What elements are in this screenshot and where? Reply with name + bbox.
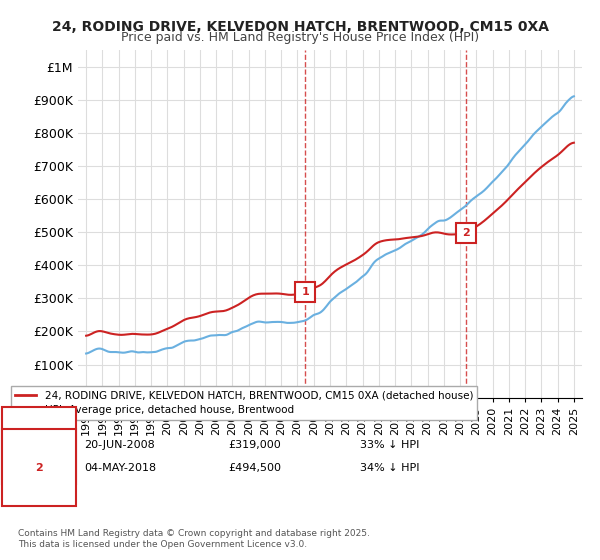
Text: 20-JUN-2008: 20-JUN-2008	[84, 440, 155, 450]
Text: £494,500: £494,500	[228, 463, 281, 473]
Text: Price paid vs. HM Land Registry's House Price Index (HPI): Price paid vs. HM Land Registry's House …	[121, 31, 479, 44]
Text: 34% ↓ HPI: 34% ↓ HPI	[360, 463, 419, 473]
Text: 2: 2	[462, 228, 469, 238]
Text: Contains HM Land Registry data © Crown copyright and database right 2025.
This d: Contains HM Land Registry data © Crown c…	[18, 529, 370, 549]
Text: 33% ↓ HPI: 33% ↓ HPI	[360, 440, 419, 450]
Text: 1: 1	[35, 440, 43, 450]
Text: 1: 1	[301, 287, 309, 297]
Text: 24, RODING DRIVE, KELVEDON HATCH, BRENTWOOD, CM15 0XA: 24, RODING DRIVE, KELVEDON HATCH, BRENTW…	[52, 20, 548, 34]
Text: 2: 2	[35, 463, 43, 473]
Text: 04-MAY-2018: 04-MAY-2018	[84, 463, 156, 473]
Legend: 24, RODING DRIVE, KELVEDON HATCH, BRENTWOOD, CM15 0XA (detached house), HPI: Ave: 24, RODING DRIVE, KELVEDON HATCH, BRENTW…	[11, 386, 477, 419]
Text: £319,000: £319,000	[228, 440, 281, 450]
